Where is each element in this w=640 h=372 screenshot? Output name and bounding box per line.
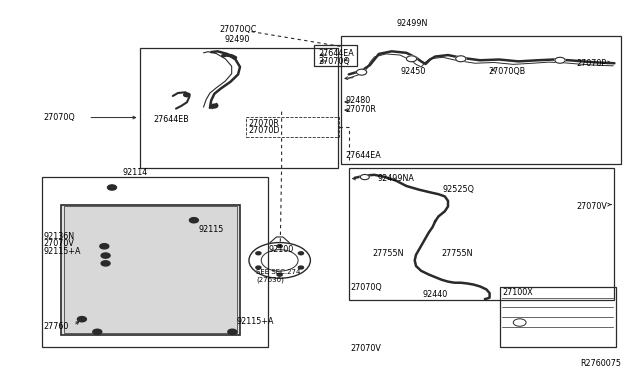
Text: 27070V: 27070V — [351, 344, 381, 353]
Text: 92499N: 92499N — [397, 19, 428, 28]
Circle shape — [356, 69, 367, 75]
Circle shape — [228, 329, 237, 334]
Bar — [42, 177, 268, 347]
Circle shape — [277, 245, 282, 248]
Text: 27070Q: 27070Q — [43, 113, 75, 122]
Text: (27630): (27630) — [256, 276, 284, 283]
Text: 92440: 92440 — [422, 291, 447, 299]
Bar — [500, 287, 616, 347]
Text: 27760: 27760 — [44, 322, 69, 331]
Text: 27070R: 27070R — [346, 105, 376, 114]
Bar — [246, 117, 339, 137]
Circle shape — [108, 185, 116, 190]
Text: 92136N: 92136N — [44, 232, 75, 241]
Circle shape — [406, 56, 417, 62]
Text: 27644EA: 27644EA — [318, 49, 354, 58]
Circle shape — [256, 266, 261, 269]
Text: R2760075: R2760075 — [580, 359, 621, 368]
Text: 27755N: 27755N — [372, 249, 404, 258]
Text: 27070V: 27070V — [44, 239, 74, 248]
Text: 27070Q: 27070Q — [351, 283, 383, 292]
Circle shape — [256, 252, 261, 255]
Text: 27100X: 27100X — [502, 288, 533, 296]
Circle shape — [456, 56, 466, 62]
Text: 27070P: 27070P — [576, 59, 606, 68]
Circle shape — [189, 218, 198, 223]
Circle shape — [211, 104, 218, 108]
Text: 27070D: 27070D — [248, 126, 280, 135]
Bar — [64, 206, 237, 333]
Text: 92115: 92115 — [198, 225, 224, 234]
Text: 27644EA: 27644EA — [346, 151, 381, 160]
Text: 92450: 92450 — [401, 67, 426, 76]
Text: 27070Q: 27070Q — [318, 57, 350, 66]
Text: 92490: 92490 — [224, 35, 250, 44]
Text: 92480: 92480 — [346, 96, 371, 105]
Text: 92114: 92114 — [123, 168, 148, 177]
Circle shape — [93, 329, 102, 334]
Text: 27070QB: 27070QB — [488, 67, 525, 76]
Circle shape — [77, 317, 86, 322]
Circle shape — [513, 319, 526, 326]
Text: 27070R: 27070R — [248, 119, 279, 128]
Bar — [140, 48, 338, 168]
Circle shape — [298, 266, 303, 269]
Text: 92100: 92100 — [269, 245, 294, 254]
Text: SEE SEC.274: SEE SEC.274 — [256, 269, 300, 275]
Circle shape — [101, 261, 110, 266]
Text: 92115+A: 92115+A — [44, 247, 81, 256]
Text: 92499NA: 92499NA — [378, 174, 415, 183]
Bar — [61, 205, 240, 335]
Text: 27644EB: 27644EB — [154, 115, 189, 124]
Circle shape — [101, 253, 110, 258]
Circle shape — [277, 273, 282, 276]
Text: 27070V: 27070V — [576, 202, 607, 211]
Text: 27755N: 27755N — [442, 249, 473, 258]
Circle shape — [360, 174, 369, 180]
Text: 27070QC: 27070QC — [220, 25, 257, 34]
Text: 92525Q: 92525Q — [443, 185, 475, 194]
Bar — [341, 36, 621, 164]
Circle shape — [100, 244, 109, 249]
Circle shape — [184, 93, 190, 97]
Circle shape — [555, 57, 565, 63]
Bar — [314, 45, 357, 66]
Text: 92115+A: 92115+A — [237, 317, 275, 326]
Bar — [349, 168, 614, 300]
Circle shape — [298, 252, 303, 255]
